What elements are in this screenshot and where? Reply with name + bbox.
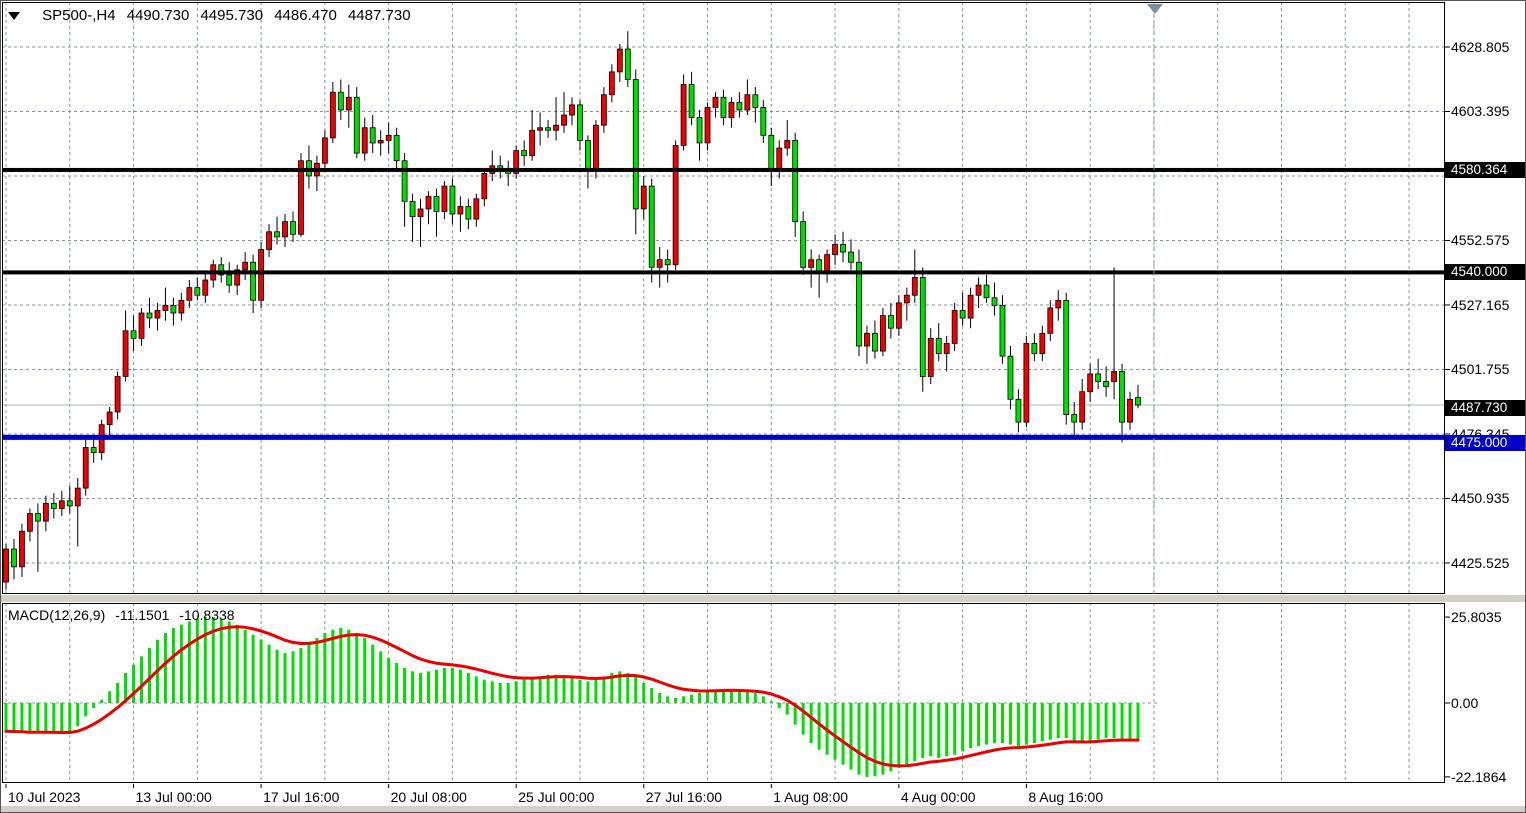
symbol-period-label: SP500-,H4 [42, 7, 116, 24]
macd-layer[interactable] [2, 603, 1410, 783]
macd-indicator-label: MACD(12,26,9) -11.1501 -10.8338 [8, 607, 235, 623]
price-level-badge: 4475.000 [1445, 435, 1525, 452]
price-tick-label: 4425.525 [1451, 554, 1510, 571]
price-tick-label: 4628.805 [1451, 39, 1510, 55]
price-level-badge: 4580.364 [1445, 161, 1525, 178]
time-tick-label: 10 Jul 2023 [8, 789, 81, 805]
level-lines-layer[interactable] [2, 167, 1445, 440]
horizontal-level-line [2, 167, 1445, 172]
time-tick-label: 20 Jul 08:00 [390, 789, 467, 805]
macd-main-value: -11.1501 [115, 607, 170, 623]
macd-name: MACD(12,26,9) [8, 607, 106, 623]
shift-marker-icon[interactable] [1147, 4, 1163, 14]
time-tick-label: 25 Jul 00:00 [518, 789, 595, 805]
pane-separator[interactable] [0, 595, 1526, 602]
price-tick-label: 4527.165 [1451, 296, 1510, 313]
open-value: 4490.730 [126, 7, 190, 24]
macd-tick-label: -22.1864 [1451, 768, 1507, 785]
high-value: 4495.730 [200, 7, 264, 24]
time-tick-label: 8 Aug 16:00 [1028, 789, 1104, 805]
axis-ticks [5, 46, 1450, 788]
macd-pane-border [2, 603, 1445, 783]
main-pane-border [2, 2, 1445, 594]
price-tick-label: 4501.755 [1451, 361, 1510, 378]
symbol-dropdown-icon[interactable] [8, 12, 20, 21]
horizontal-level-line [2, 434, 1445, 440]
last-price-badge: 4487.730 [1445, 400, 1525, 417]
bottom-frame [0, 806, 1526, 813]
time-tick-label: 27 Jul 16:00 [645, 789, 723, 805]
close-value: 4487.730 [347, 7, 411, 24]
time-tick-label: 13 Jul 00:00 [135, 789, 212, 805]
price-level-badge: 4540.000 [1445, 264, 1525, 281]
macd-tick-label: 0.00 [1451, 695, 1479, 711]
horizontal-level-line [2, 270, 1445, 275]
price-tick-label: 4603.395 [1451, 103, 1510, 120]
chart-title-bar: SP500-,H4 4490.730 4495.730 4486.470 448… [8, 7, 411, 24]
price-tick-label: 4552.575 [1451, 232, 1510, 249]
price-tick-label: 4450.935 [1451, 490, 1510, 507]
time-tick-label: 17 Jul 16:00 [263, 789, 340, 805]
candles-layer[interactable] [3, 31, 1141, 590]
low-value: 4486.470 [274, 7, 337, 24]
time-tick-label: 1 Aug 08:00 [773, 789, 849, 805]
macd-signal-line [4, 625, 1140, 768]
time-tick-label: 4 Aug 00:00 [900, 789, 976, 805]
macd-tick-label: 25.8035 [1451, 609, 1502, 626]
macd-signal-value: -10.8338 [179, 607, 235, 623]
